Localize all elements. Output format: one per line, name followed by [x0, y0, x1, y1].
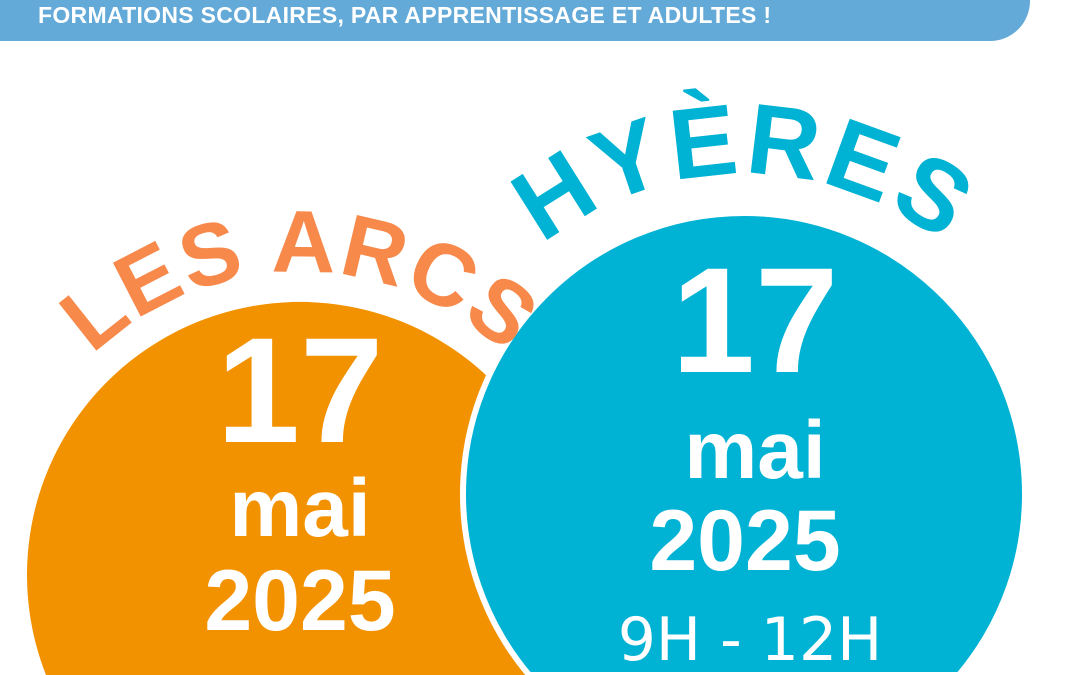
hyeres-day: 17 [671, 236, 839, 404]
banner-text: FORMATIONS SCOLAIRES, PAR APPRENTISSAGE … [38, 2, 772, 28]
hyeres-year: 2025 [649, 493, 841, 589]
hyeres-circle [460, 209, 1028, 675]
les-arcs-month: mai [229, 463, 371, 554]
les-arcs-circle [27, 301, 574, 675]
les-arcs-day: 17 [216, 306, 384, 474]
les-arcs-year: 2025 [204, 553, 396, 649]
top-banner: FORMATIONS SCOLAIRES, PAR APPRENTISSAGE … [0, 0, 1030, 41]
hyeres-hours: 9H - 12H [617, 605, 883, 675]
hyeres-month: mai [684, 405, 826, 496]
